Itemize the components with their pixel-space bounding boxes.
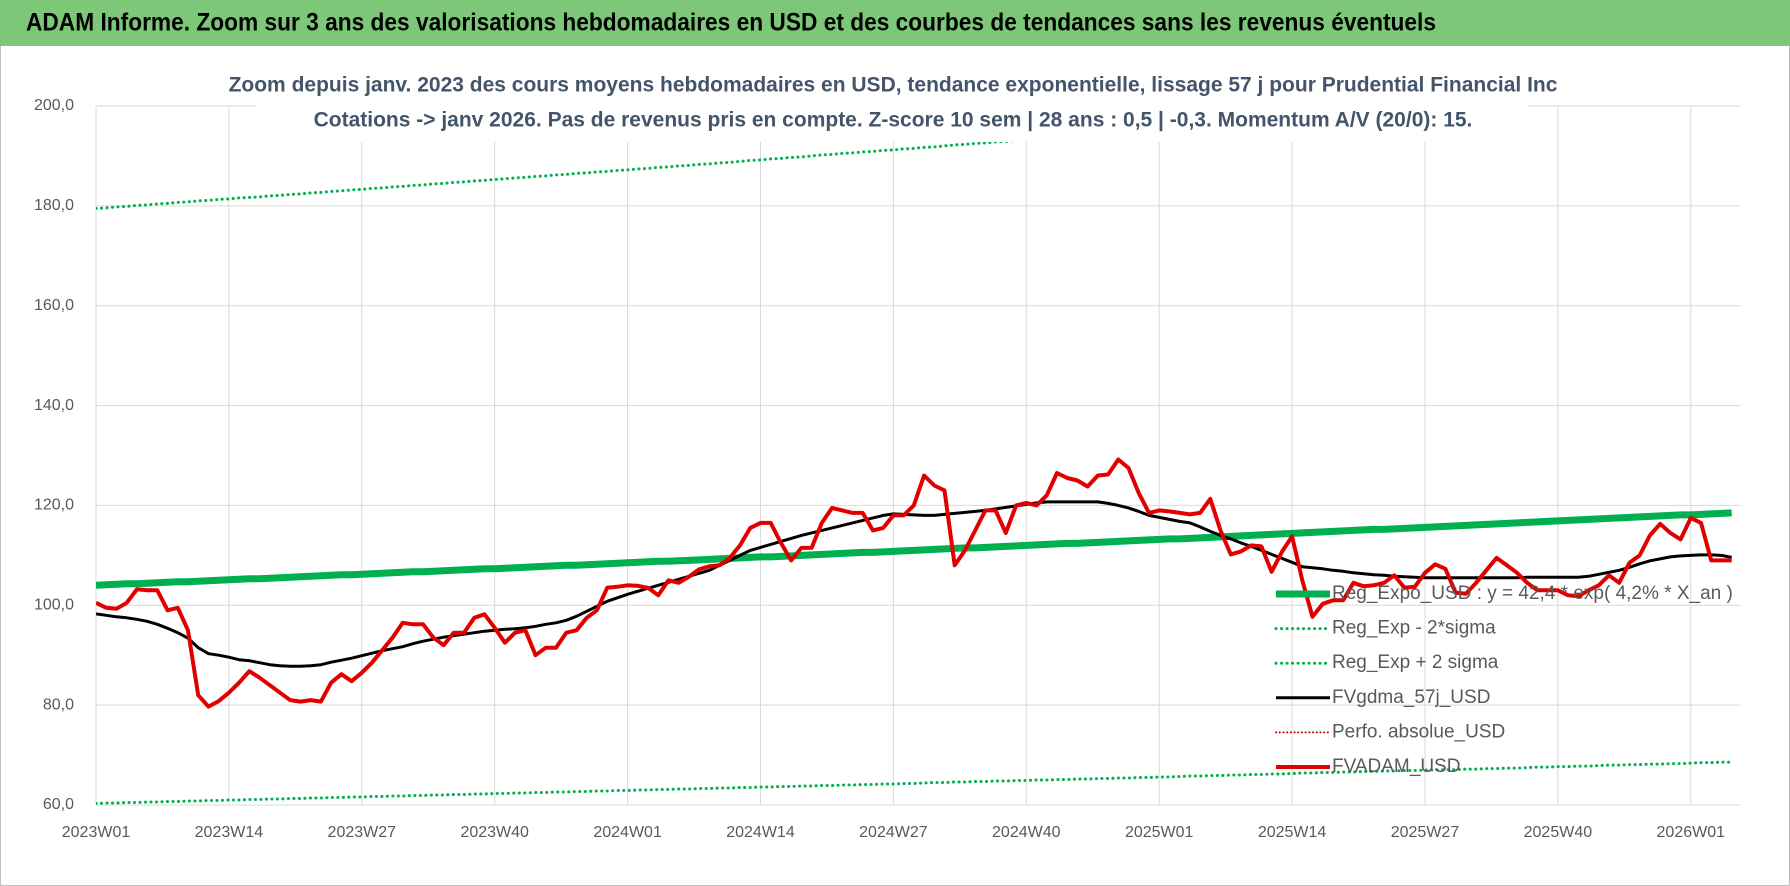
subtitle: Cotations -> janv 2026. Pas de revenus p… [314,109,1473,132]
y-tick-label: 120,0 [34,497,74,514]
y-tick-label: 200,0 [34,97,74,114]
chart-title: ADAM Informe. Zoom sur 3 ans des valoris… [26,9,1436,37]
x-tick-label: 2025W40 [1524,824,1593,841]
legend-label: FVADAM_USD [1332,756,1460,777]
legend-label: FVgdma_57j_USD [1332,687,1490,708]
series-line [96,500,1732,668]
legend: Reg_Expo_USD : y = 42,4 * exp( 4,2% * X_… [1274,583,1733,777]
series-line [96,509,1732,589]
x-tick-label: 2023W40 [460,824,529,841]
x-tick-label: 2023W01 [62,824,131,841]
x-tick-label: 2025W14 [1258,824,1327,841]
x-tick-label: 2024W14 [726,824,795,841]
series-line [96,457,1732,709]
y-tick-label: 180,0 [34,197,74,214]
x-tick-label: 2024W01 [593,824,662,841]
legend-label: Reg_Exp - 2*sigma [1332,618,1496,639]
y-tick-label: 160,0 [34,297,74,314]
y-tick-label: 80,0 [43,696,74,713]
y-tick-label: 60,0 [43,796,74,813]
subtitle: Zoom depuis janv. 2023 des cours moyens … [229,74,1558,97]
series-line [96,760,1734,805]
subtitle-background [256,70,1528,142]
y-tick-label: 140,0 [34,397,74,414]
x-tick-label: 2025W27 [1391,824,1460,841]
x-tick-label: 2024W27 [859,824,928,841]
y-tick-label: 100,0 [34,597,74,614]
x-tick-label: 2023W14 [195,824,264,841]
header-band [0,0,1790,46]
x-tick-label: 2026W01 [1657,824,1726,841]
series-line [96,106,1477,210]
x-tick-label: 2025W01 [1125,824,1194,841]
legend-label: Reg_Expo_USD : y = 42,4 * exp( 4,2% * X_… [1332,583,1733,604]
grid: 60,0 80,0 100,0 120,0 140,0 160,0 180,0 200,0 20… [34,97,1741,841]
legend-label: Reg_Exp + 2 sigma [1332,652,1499,673]
legend-label: Perfo. absolue_USD [1332,721,1505,742]
plot-area [96,106,1734,805]
x-tick-label: 2023W27 [328,824,397,841]
x-tick-label: 2024W40 [992,824,1061,841]
